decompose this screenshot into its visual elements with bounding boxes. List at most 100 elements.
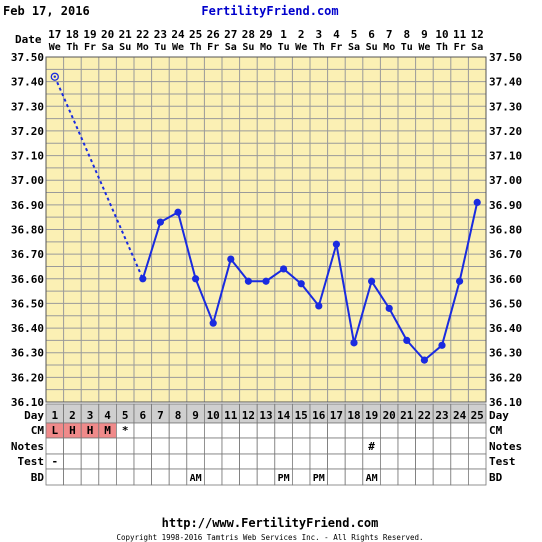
temp-point-open-center — [53, 75, 56, 78]
cm-value: H — [87, 424, 94, 437]
cell-test — [256, 453, 276, 470]
temp-line-segment — [335, 244, 355, 344]
cell-notes — [467, 437, 487, 455]
temp-point — [315, 302, 323, 310]
cell-cm — [291, 422, 311, 439]
cell-cm — [239, 422, 258, 439]
day-value: 14 — [277, 409, 291, 422]
cell-cm — [450, 422, 469, 439]
cell-notes — [291, 437, 311, 455]
day-value: 2 — [69, 409, 76, 422]
y-tick-right: 36.90 — [489, 199, 522, 212]
cell-cm — [415, 422, 434, 439]
temp-line-segment — [177, 211, 197, 280]
temp-line-segment — [388, 307, 408, 341]
cell-test — [415, 453, 434, 470]
weekday: Su — [242, 42, 254, 53]
cm-value: H — [69, 424, 76, 437]
temp-point — [280, 265, 288, 273]
cell-notes — [415, 437, 434, 455]
temp-point — [332, 240, 340, 248]
y-tick-left: 36.30 — [11, 347, 44, 360]
cell-cm — [397, 422, 417, 439]
y-tick-left: 37.00 — [11, 174, 44, 187]
cell-cm — [327, 422, 346, 439]
date-number: 8 — [403, 28, 410, 41]
cell-bd — [432, 468, 452, 486]
cell-bd — [379, 468, 399, 486]
cell-bd — [327, 468, 346, 486]
cell-bd — [239, 468, 258, 486]
temp-line-segment — [423, 344, 443, 361]
site-link[interactable]: FertilityFriend.com — [201, 4, 338, 18]
weekday: Su — [119, 42, 131, 53]
y-tick-left: 37.20 — [11, 125, 44, 138]
day-value: 23 — [435, 409, 448, 422]
cell-notes — [327, 437, 346, 455]
y-tick-right: 37.00 — [489, 174, 522, 187]
temp-line-segment — [317, 244, 338, 307]
cell-bd — [151, 468, 170, 486]
footer-url[interactable]: http://www.FertilityFriend.com — [162, 516, 379, 530]
day-value: 25 — [471, 409, 484, 422]
y-tick-right: 36.20 — [489, 371, 522, 384]
plot-border — [45, 56, 487, 403]
temp-point — [139, 275, 147, 283]
cell-test — [274, 453, 293, 470]
cell-notes — [221, 437, 241, 455]
weekday: We — [49, 42, 61, 53]
y-tick-left: 36.70 — [11, 248, 44, 261]
date-number: 29 — [259, 28, 272, 41]
temp-line-segment — [141, 221, 162, 280]
y-tick-left: 36.60 — [11, 273, 44, 286]
cell-notes — [203, 437, 223, 455]
day-value: 15 — [295, 409, 308, 422]
row-label-right-notes: Notes — [489, 440, 522, 453]
cm-value: L — [51, 424, 58, 437]
day-value: 19 — [365, 409, 378, 422]
date-number: 24 — [171, 28, 185, 41]
y-tick-right: 37.30 — [489, 100, 522, 113]
cell-notes — [133, 437, 153, 455]
date-number: 26 — [207, 28, 221, 41]
weekday: Mo — [383, 42, 395, 53]
day-value: 18 — [347, 409, 360, 422]
cell-bd — [344, 468, 364, 486]
weekday: Tu — [278, 42, 290, 53]
cell-bd — [256, 468, 276, 486]
y-tick-right: 37.40 — [489, 76, 522, 89]
weekday: Sa — [225, 42, 237, 53]
cell-notes — [151, 437, 170, 455]
temp-line-segment — [353, 280, 373, 344]
cell-bd — [80, 468, 100, 486]
weekday: We — [172, 42, 184, 53]
row-label-right-day: Day — [489, 409, 509, 422]
date-number: 28 — [242, 28, 255, 41]
date-number: 20 — [101, 28, 114, 41]
cell-notes — [379, 437, 399, 455]
day-value: 12 — [242, 409, 255, 422]
y-tick-left: 37.50 — [11, 51, 44, 64]
date-number: 27 — [224, 28, 237, 41]
cell-notes — [63, 437, 82, 455]
y-tick-right: 36.10 — [489, 396, 522, 409]
temp-line-segment — [458, 202, 479, 282]
cell-cm — [309, 422, 329, 439]
day-value: 7 — [157, 409, 164, 422]
day-value: 3 — [87, 409, 94, 422]
cell-bd — [116, 468, 135, 486]
cell-cm — [362, 422, 381, 439]
day-value: 8 — [175, 409, 182, 422]
day-value: 5 — [122, 409, 129, 422]
day-value: 20 — [383, 409, 396, 422]
test-value: - — [51, 455, 58, 468]
temp-line-segment — [300, 283, 320, 307]
row-label-right-cm: CM — [489, 424, 503, 437]
temp-point — [227, 255, 235, 263]
cell-bd — [98, 468, 117, 486]
cell-notes — [397, 437, 417, 455]
cell-test — [186, 453, 205, 470]
cell-cm — [151, 422, 170, 439]
cell-notes — [256, 437, 276, 455]
date-number: 2 — [298, 28, 305, 41]
